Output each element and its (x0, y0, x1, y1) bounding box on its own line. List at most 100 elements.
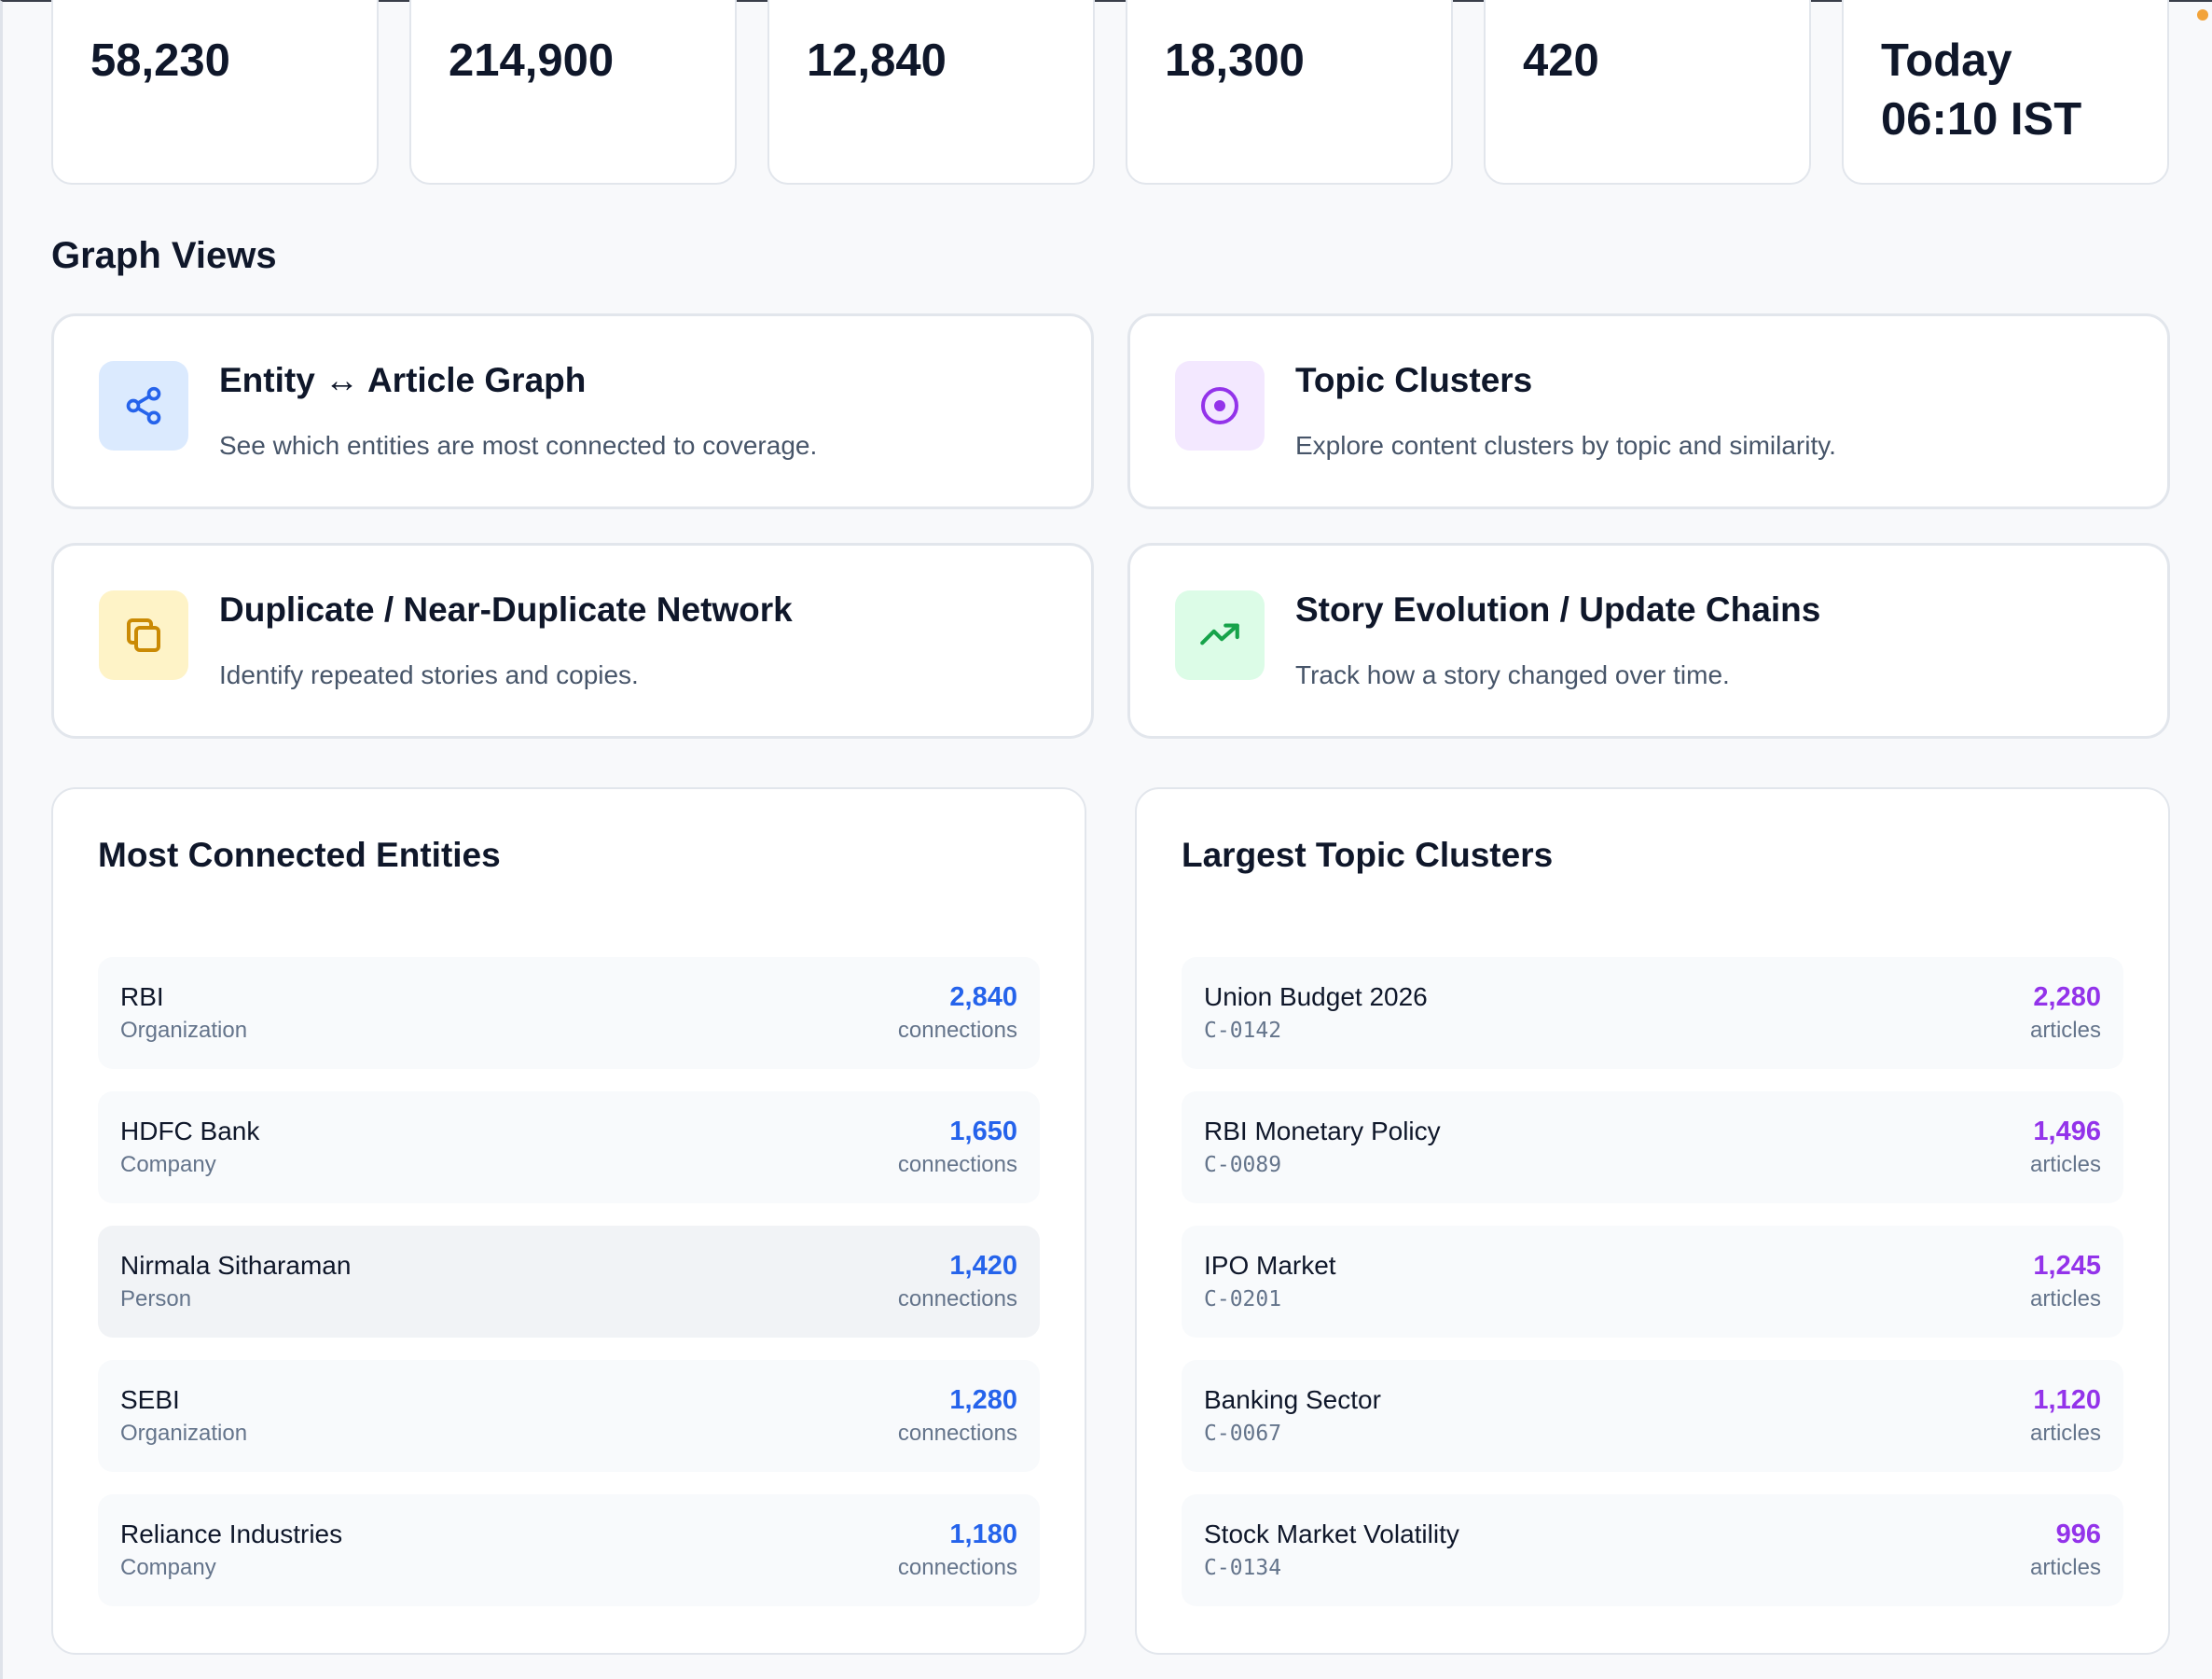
card-description: Explore content clusters by topic and si… (1295, 431, 1836, 460)
cluster-row[interactable]: Banking Sector C-0067 1,120 articles (1182, 1360, 2123, 1472)
copy-icon (99, 590, 188, 680)
row-left: HDFC Bank Company (120, 1114, 259, 1181)
row-unit: connections (897, 1555, 1017, 1580)
row-count: 1,180 (949, 1519, 1017, 1549)
row-count: 996 (2055, 1519, 2101, 1549)
entities-list: RBI Organization 2,840 connections HDFC Bank… (98, 957, 1040, 1606)
row-name: IPO Market (1204, 1251, 1336, 1280)
row-count: 2,840 (949, 982, 1017, 1012)
story-evolution-card[interactable]: Story Evolution / Update Chains Track ho… (1127, 543, 2170, 739)
row-name: Nirmala Sitharaman (120, 1251, 352, 1280)
stat-value: 18,300 (1165, 35, 1305, 86)
row-left: IPO Market C-0201 (1204, 1248, 1336, 1315)
notification-dot (2197, 9, 2208, 21)
row-right: 2,280 articles (2030, 979, 2101, 1047)
cluster-row[interactable]: Union Budget 2026 C-0142 2,280 articles (1182, 957, 2123, 1069)
row-left: Nirmala Sitharaman Person (120, 1248, 351, 1315)
entity-article-graph-card[interactable]: Entity ↔ Article Graph See which entitie… (51, 313, 1094, 509)
row-subtitle: C-0089 (1204, 1153, 1282, 1177)
row-subtitle: C-0067 (1204, 1422, 1282, 1446)
row-left: Banking Sector C-0067 (1204, 1382, 1381, 1450)
graph-views-heading: Graph Views (51, 235, 277, 276)
row-count: 2,280 (2033, 982, 2101, 1012)
row-subtitle: C-0134 (1204, 1556, 1282, 1580)
row-subtitle: C-0201 (1204, 1287, 1282, 1311)
row-left: Union Budget 2026 C-0142 (1204, 979, 1428, 1047)
stat-card: 214,900 (409, 0, 737, 185)
row-right: 1,650 connections (898, 1114, 1017, 1181)
entity-row[interactable]: Reliance Industries Company 1,180 connectio… (98, 1494, 1040, 1606)
stat-card: 58,230 (51, 0, 379, 185)
row-unit: articles (2029, 1421, 2101, 1446)
card-title: Topic Clusters (1295, 361, 1533, 399)
panel-title: Largest Topic Clusters (1182, 836, 1554, 874)
row-right: 1,245 articles (2030, 1248, 2101, 1315)
card-title: Story Evolution / Update Chains (1295, 590, 1821, 629)
row-subtitle: C-0142 (1204, 1019, 1282, 1043)
target-circle-icon (1175, 361, 1265, 451)
row-name: Stock Market Volatility (1204, 1519, 1459, 1548)
row-count: 1,245 (2033, 1251, 2101, 1281)
row-left: RBI Organization (120, 979, 247, 1047)
card-title: Entity ↔ Article Graph (219, 361, 587, 399)
row-subtitle: Person (120, 1286, 192, 1311)
row-name: RBI Monetary Policy (1204, 1117, 1441, 1145)
row-right: 2,840 connections (898, 979, 1017, 1047)
graph-views-grid: Entity ↔ Article Graph See which entitie… (51, 313, 2170, 739)
row-unit: connections (897, 1421, 1017, 1446)
clusters-list: Union Budget 2026 C-0142 2,280 articles RBI … (1182, 957, 2123, 1606)
stat-value: 420 (1523, 35, 1599, 86)
card-description: Track how a story changed over time. (1295, 660, 1730, 689)
row-unit: articles (2029, 1152, 2101, 1177)
row-right: 1,420 connections (898, 1248, 1017, 1315)
duplicate-network-card[interactable]: Duplicate / Near-Duplicate Network Ident… (51, 543, 1094, 739)
row-right: 1,180 connections (898, 1517, 1017, 1584)
row-subtitle: Company (120, 1152, 216, 1177)
row-unit: connections (897, 1152, 1017, 1177)
row-left: Reliance Industries Company (120, 1517, 342, 1584)
row-unit: connections (897, 1286, 1017, 1311)
row-subtitle: Company (120, 1555, 216, 1580)
share-nodes-icon (99, 361, 188, 451)
trending-up-icon (1175, 590, 1265, 680)
row-unit: articles (2029, 1286, 2101, 1311)
stat-card: 18,300 (1126, 0, 1453, 185)
row-subtitle: Organization (120, 1421, 248, 1446)
card-description: See which entities are most connected to… (219, 431, 818, 460)
list-panels: Most Connected Entities RBI Organization 2… (51, 787, 2170, 1655)
row-left: Stock Market Volatility C-0134 (1204, 1517, 1459, 1584)
stat-value: Today 06:10 IST (1881, 35, 2082, 145)
stats-row: 58,230 214,900 12,840 18,300 420 Today 0… (51, 0, 2170, 185)
row-name: SEBI (120, 1385, 180, 1414)
stat-card: 420 (1484, 0, 1811, 185)
entity-row[interactable]: Nirmala Sitharaman Person 1,420 connections (98, 1226, 1040, 1338)
row-name: HDFC Bank (120, 1117, 260, 1145)
row-name: Banking Sector (1204, 1385, 1381, 1414)
row-unit: articles (2029, 1018, 2101, 1043)
row-count: 1,120 (2033, 1385, 2101, 1415)
row-count: 1,650 (949, 1117, 1017, 1146)
row-right: 996 articles (2030, 1517, 2101, 1584)
row-right: 1,280 connections (898, 1382, 1017, 1450)
stat-value: 12,840 (807, 35, 947, 86)
card-title: Duplicate / Near-Duplicate Network (219, 590, 793, 629)
row-count: 1,280 (949, 1385, 1017, 1415)
row-count: 1,420 (949, 1251, 1017, 1281)
entity-row[interactable]: RBI Organization 2,840 connections (98, 957, 1040, 1069)
most-connected-entities-panel: Most Connected Entities RBI Organization 2… (51, 787, 1086, 1655)
row-unit: connections (897, 1018, 1017, 1043)
cluster-row[interactable]: Stock Market Volatility C-0134 996 articles (1182, 1494, 2123, 1606)
card-description: Identify repeated stories and copies. (219, 660, 639, 689)
topic-clusters-card[interactable]: Topic Clusters Explore content clusters … (1127, 313, 2170, 509)
stat-card-last-updated: Today 06:10 IST (1842, 0, 2169, 185)
row-unit: articles (2029, 1555, 2101, 1580)
cluster-row[interactable]: IPO Market C-0201 1,245 articles (1182, 1226, 2123, 1338)
stat-value: 214,900 (449, 35, 615, 86)
row-subtitle: Organization (120, 1018, 248, 1043)
stat-card: 12,840 (767, 0, 1095, 185)
cluster-row[interactable]: RBI Monetary Policy C-0089 1,496 articles (1182, 1091, 2123, 1203)
row-right: 1,496 articles (2030, 1114, 2101, 1181)
entity-row[interactable]: HDFC Bank Company 1,650 connections (98, 1091, 1040, 1203)
entity-row[interactable]: SEBI Organization 1,280 connections (98, 1360, 1040, 1472)
